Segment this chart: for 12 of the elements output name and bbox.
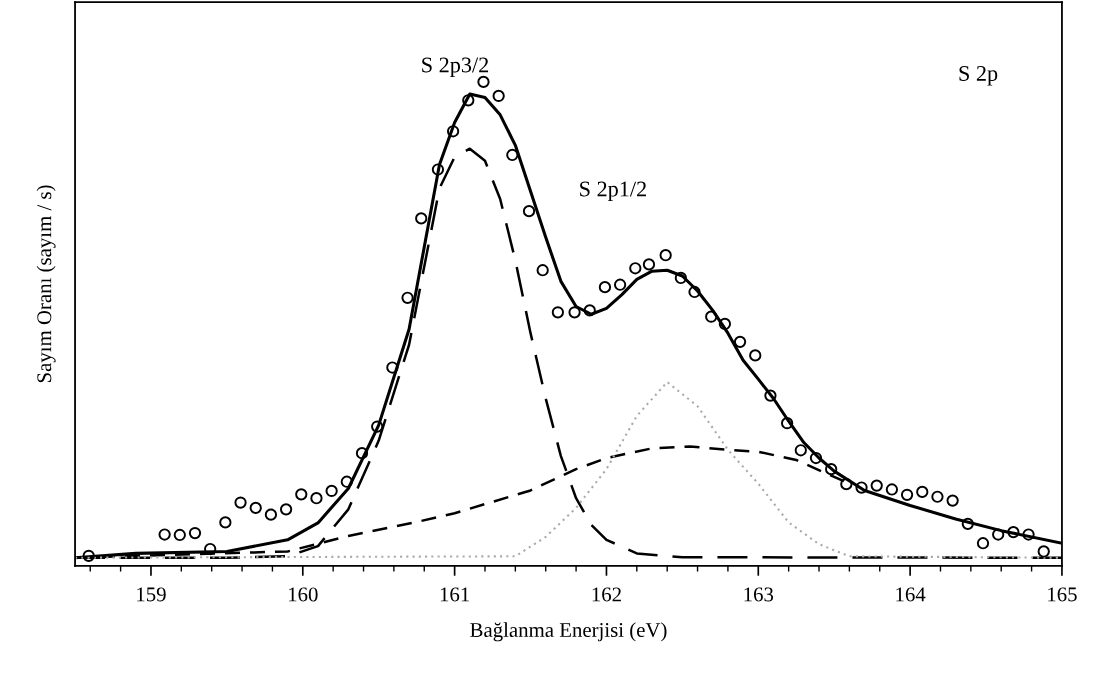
y-axis-title: Sayım Oranı (sayım / s)	[36, 185, 56, 383]
x-tick-label: 161	[440, 587, 469, 602]
x-tick-label: 165	[1048, 587, 1077, 602]
x-tick-label: 160	[289, 587, 318, 602]
annotation: S 2p	[959, 65, 998, 86]
x-tick-label: 164	[896, 587, 926, 602]
x-tick-label: 163	[744, 587, 774, 602]
annotation: S 2p1/2	[580, 181, 646, 202]
x-tick-label: 159	[137, 587, 166, 602]
x-axis-title: Bağlanma Enerjisi (eV)	[470, 622, 667, 642]
text: S 2p3/2	[422, 57, 489, 77]
x-tick-label: 162	[592, 587, 621, 602]
